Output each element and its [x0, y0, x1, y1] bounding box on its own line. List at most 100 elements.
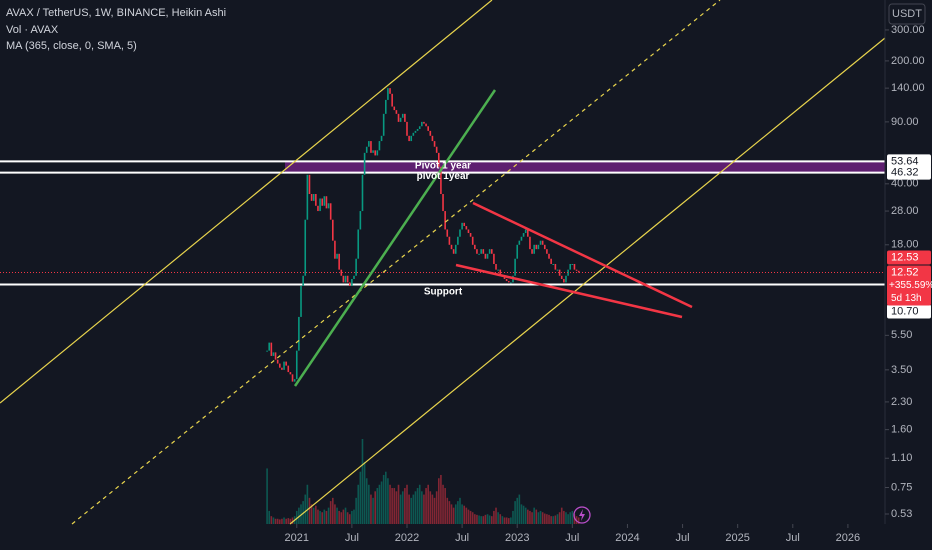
candle-body	[444, 211, 446, 230]
candle-body	[450, 244, 453, 250]
candle-body	[384, 99, 387, 114]
candle-body	[543, 244, 546, 250]
candle-body	[302, 275, 304, 286]
volume-bar	[514, 501, 516, 524]
volume-bar	[488, 515, 491, 524]
candle-body	[560, 275, 563, 280]
volume-bar	[404, 488, 406, 524]
trend-line	[293, 89, 497, 387]
candle-body	[382, 113, 385, 136]
volume-bar	[495, 507, 497, 524]
price-badge-label: 12.53	[891, 251, 919, 263]
volume-bar	[323, 509, 326, 524]
volume-bar	[550, 516, 552, 524]
volume-bar	[306, 484, 309, 524]
x-tick-label: Jul	[345, 532, 359, 544]
volume-bar	[321, 512, 324, 524]
volume-bar	[476, 514, 478, 524]
volume-bar	[357, 484, 360, 524]
volume-bar	[454, 504, 457, 524]
candle-body	[463, 222, 466, 227]
candle-body	[374, 150, 376, 156]
volume-bar	[416, 488, 419, 524]
candle-body	[344, 275, 347, 283]
volume-bar	[558, 512, 561, 524]
volume-bar	[287, 518, 290, 524]
volume-bar	[457, 501, 459, 524]
volume-bar	[327, 507, 330, 524]
price-badge-label: 53.64	[891, 155, 919, 167]
volume-bar	[554, 515, 557, 524]
volume-bar	[556, 514, 559, 524]
volume-bar	[520, 504, 523, 524]
candle-body	[289, 372, 292, 375]
volume-bar	[329, 501, 332, 524]
y-tick-label: 140.00	[891, 82, 925, 94]
volume-bar	[361, 439, 364, 524]
volume-bar	[353, 509, 355, 524]
volume-bar	[435, 491, 438, 524]
lightning-glyph	[579, 509, 585, 521]
volume-bar	[363, 461, 366, 524]
lightning-icon[interactable]	[573, 506, 591, 524]
candle-body	[505, 279, 508, 282]
volume-bar	[433, 497, 436, 524]
candle-body	[287, 365, 290, 373]
candle-body	[569, 263, 572, 270]
candle-body	[300, 285, 302, 317]
volume-bar	[300, 504, 302, 524]
candle-body	[285, 361, 287, 366]
pivot-zone	[285, 161, 885, 173]
volume-bar	[378, 484, 381, 524]
volume-bar	[359, 471, 362, 524]
volume-bar	[548, 514, 550, 524]
volume-bar	[510, 517, 512, 524]
candle-body	[357, 229, 360, 259]
volume-bar	[365, 478, 368, 524]
candle-body	[488, 249, 491, 254]
candle-body	[452, 249, 455, 254]
volume-bar	[560, 507, 563, 524]
candle-body	[351, 279, 353, 286]
volume-bar	[391, 488, 393, 524]
volume-bar	[308, 497, 311, 524]
volume-bar	[444, 488, 446, 524]
candle-body	[510, 282, 512, 284]
candle-body	[308, 174, 311, 195]
volume-bar	[429, 491, 432, 524]
candle-body	[370, 141, 372, 153]
candle-body	[459, 229, 461, 237]
candle-body	[529, 236, 531, 250]
volume-bar	[368, 484, 370, 524]
candle-body	[380, 135, 383, 142]
currency-button[interactable]	[888, 3, 926, 25]
volume-bar	[401, 491, 404, 524]
volume-bar	[389, 484, 391, 524]
x-tick-label: 2022	[395, 532, 419, 544]
price-badge-label: 46.32	[891, 167, 919, 179]
volume-bar	[370, 494, 372, 524]
candle-body	[399, 117, 402, 122]
candle-body	[323, 196, 326, 206]
wedge-line	[455, 263, 683, 319]
candle-body	[476, 249, 478, 254]
volume-bar	[437, 478, 440, 524]
volume-bar	[537, 512, 540, 524]
volume-bar	[442, 484, 444, 524]
candle-body	[575, 269, 578, 271]
volume-bar	[289, 518, 292, 524]
volume-bar	[312, 507, 315, 524]
candle-body	[563, 279, 565, 283]
candle-body	[440, 166, 442, 195]
candle-body	[348, 282, 351, 286]
candle-body	[404, 113, 406, 122]
candle-body	[327, 203, 330, 209]
volume-bar	[533, 507, 535, 524]
candle-body	[486, 253, 489, 259]
candle-body	[378, 141, 381, 151]
candle-body	[346, 275, 349, 283]
x-tick-label: 2024	[615, 532, 639, 544]
volume-bar	[461, 504, 463, 524]
candle-body	[539, 240, 542, 245]
volume-bar	[569, 512, 572, 524]
